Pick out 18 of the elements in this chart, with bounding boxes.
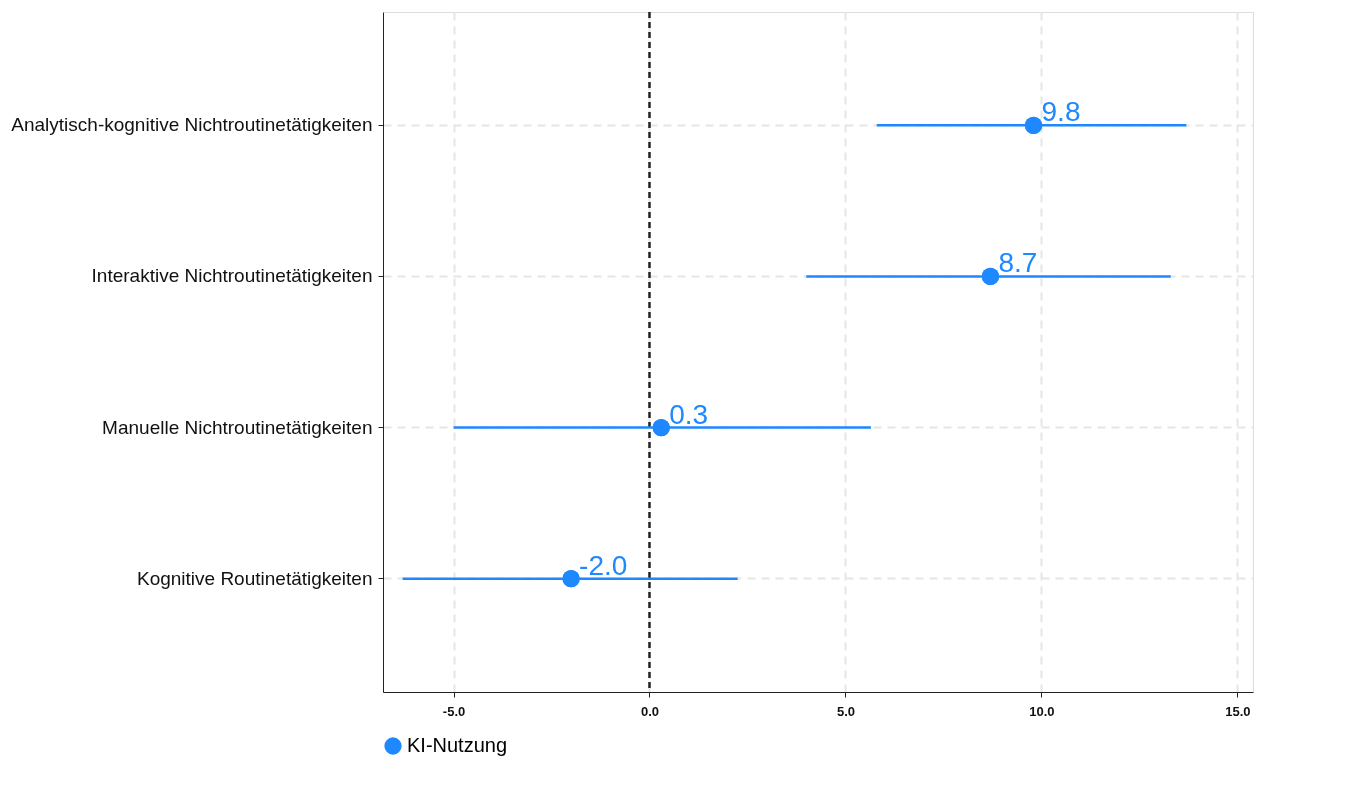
data-label: -2.0 — [579, 549, 628, 581]
x-tick-label: 0.0 — [640, 703, 660, 719]
x-tick-label: 5.0 — [836, 703, 855, 719]
x-tick-label: 15.0 — [1225, 703, 1251, 719]
data-label: 0.3 — [669, 398, 709, 430]
y-tick-label: Kognitive Routinetätigkeiten — [136, 567, 373, 589]
y-tick-label: Manuelle Nichtroutinetätigkeiten — [102, 416, 373, 438]
x-tick-label: 10.0 — [1029, 703, 1055, 719]
point — [981, 267, 1000, 286]
point — [1024, 116, 1043, 134]
y-tick-label: Analytisch-kognitive Nichtroutinetätigkeiten — [11, 114, 373, 136]
x-tick-label: -5.0 — [442, 703, 466, 719]
legend-label: KI-Nutzung — [407, 734, 508, 756]
point — [562, 570, 580, 588]
data-label: 9.8 — [1041, 96, 1081, 128]
data-label: 8.7 — [998, 247, 1038, 279]
y-tick-label: Interaktive Nichtroutinetätigkeiten — [91, 265, 373, 287]
point — [652, 418, 670, 437]
